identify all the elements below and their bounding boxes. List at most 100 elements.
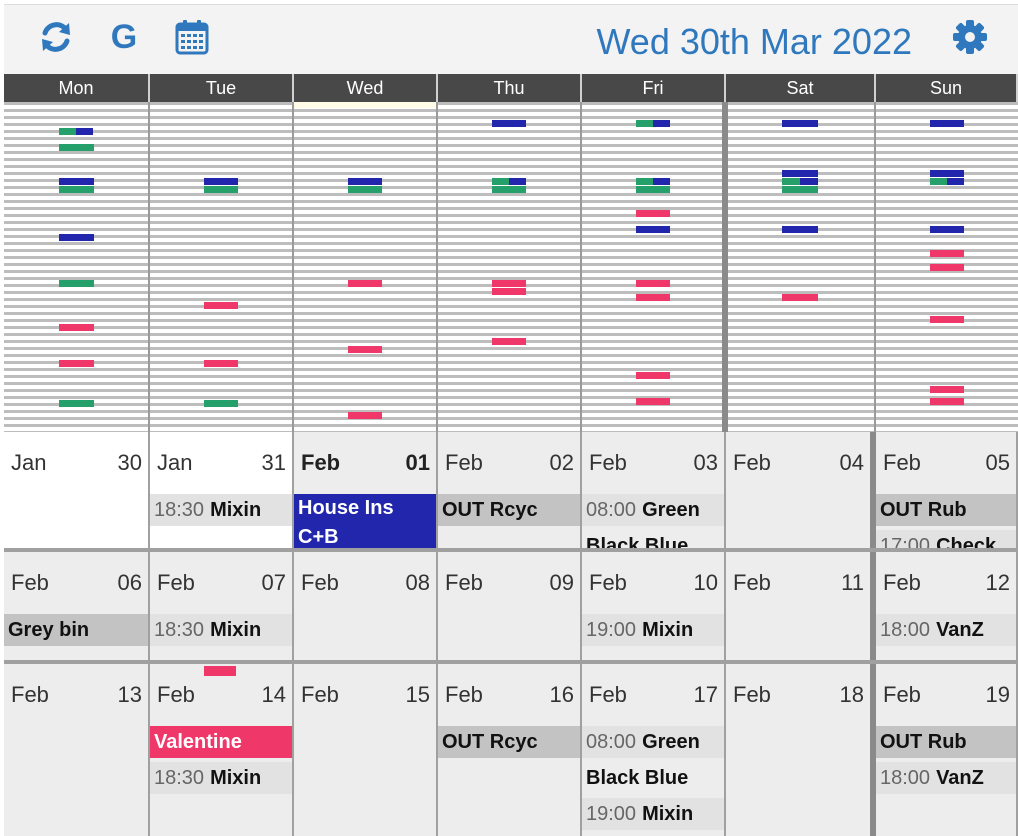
timeline-event-marker[interactable] [636, 294, 670, 301]
day-cell[interactable]: Feb 17 08:00 Green Black Blue 19:00 Mixin [582, 664, 726, 836]
calendar-event[interactable]: 18:00 VanZ [876, 762, 1016, 794]
day-cell[interactable]: Feb 08 [294, 552, 438, 660]
timeline-event-marker[interactable] [492, 120, 526, 127]
google-sync-button[interactable]: G [104, 17, 144, 57]
timeline-event-marker[interactable] [348, 280, 382, 287]
timeline-event-marker[interactable] [930, 170, 964, 177]
day-cell[interactable]: Feb 09 [438, 552, 582, 660]
timeline-event-marker[interactable] [59, 360, 94, 367]
timeline-event-marker[interactable] [800, 178, 818, 185]
day-cell[interactable]: Feb 02 OUT Rcyc [438, 432, 582, 548]
timeline-event-marker[interactable] [204, 360, 238, 367]
event-overflow-marker[interactable] [204, 666, 236, 676]
day-cell[interactable]: Feb 07 18:30 Mixin [150, 552, 294, 660]
timeline-event-marker[interactable] [492, 280, 526, 287]
timeline-event-marker[interactable] [59, 144, 94, 151]
day-cell[interactable]: Feb 06 Grey bin [4, 552, 150, 660]
timeline-event-marker[interactable] [930, 264, 964, 271]
timeline-event-marker[interactable] [509, 178, 526, 185]
calendar-event[interactable]: Black Blue [582, 762, 724, 794]
calendar-event[interactable]: OUT Rcyc [438, 494, 580, 526]
timeline-event-marker[interactable] [348, 186, 382, 193]
timeline-event-marker[interactable] [59, 178, 94, 185]
timeline-event-marker[interactable] [930, 226, 964, 233]
calendar-event[interactable]: 19:00 Mixin [582, 614, 724, 646]
day-cell[interactable]: Jan 30 [4, 432, 150, 548]
timeline-event-marker[interactable] [636, 120, 653, 127]
timeline-event-marker[interactable] [782, 178, 800, 185]
timeline-event-marker[interactable] [59, 400, 94, 407]
timeline-event-marker[interactable] [782, 294, 818, 301]
timeline-event-marker[interactable] [59, 186, 94, 193]
calendar-event[interactable]: House Ins C+B [294, 494, 436, 548]
timeline-event-marker[interactable] [348, 178, 382, 185]
calendar-event[interactable]: OUT Rcyc [438, 726, 580, 758]
timeline-event-marker[interactable] [59, 324, 94, 331]
timeline-event-marker[interactable] [348, 346, 382, 353]
timeline-event-marker[interactable] [782, 120, 818, 127]
timeline-event-marker[interactable] [204, 302, 238, 309]
calendar-event[interactable]: 18:00 VanZ [876, 614, 1016, 646]
timeline-event-marker[interactable] [204, 400, 238, 407]
calendar-event[interactable]: OUT Rub [876, 494, 1016, 526]
day-cell[interactable]: Feb 04 [726, 432, 876, 548]
refresh-icon[interactable] [36, 17, 76, 57]
day-cell[interactable]: Feb 14 Valentine 18:30 Mixin [150, 664, 294, 836]
timeline-event-marker[interactable] [930, 120, 964, 127]
calendar-event[interactable]: 19:00 Mixin [582, 798, 724, 830]
timeline-event-marker[interactable] [492, 288, 526, 295]
timeline-event-marker[interactable] [636, 280, 670, 287]
timeline-event-marker[interactable] [59, 128, 76, 135]
calendar-event[interactable]: OUT Rub [876, 726, 1016, 758]
calendar-event[interactable]: 17:00 Check [876, 530, 1016, 548]
day-cell[interactable]: Feb 18 [726, 664, 876, 836]
calendar-event[interactable]: Valentine [150, 726, 292, 758]
day-cell[interactable]: Feb 05 OUT Rub 17:00 Check [876, 432, 1018, 548]
day-cell[interactable]: Feb 13 [4, 664, 150, 836]
timeline-event-marker[interactable] [636, 186, 670, 193]
timeline-event-marker[interactable] [636, 398, 670, 405]
timeline-event-marker[interactable] [930, 398, 964, 405]
timeline-event-marker[interactable] [782, 186, 818, 193]
current-date-title[interactable]: Wed 30th Mar 2022 [596, 21, 912, 62]
timeline-event-marker[interactable] [782, 226, 818, 233]
timeline-event-marker[interactable] [930, 250, 964, 257]
timeline-event-marker[interactable] [204, 186, 238, 193]
timeline-event-marker[interactable] [492, 338, 526, 345]
timeline-event-marker[interactable] [59, 280, 94, 287]
timeline-event-marker[interactable] [636, 210, 670, 217]
timeline-event-marker[interactable] [59, 234, 94, 241]
calendar-event[interactable]: 08:00 Green [582, 494, 724, 526]
timeline-event-marker[interactable] [636, 372, 670, 379]
timeline-event-marker[interactable] [76, 128, 93, 135]
calendar-event[interactable]: 08:00 Green [582, 726, 724, 758]
day-cell[interactable]: Feb 10 19:00 Mixin [582, 552, 726, 660]
timeline-event-marker[interactable] [204, 178, 238, 185]
timeline-event-marker[interactable] [930, 386, 964, 393]
calendar-icon[interactable] [172, 17, 212, 57]
calendar-event[interactable]: 18:30 Mixin [150, 494, 292, 526]
calendar-event[interactable]: Black Blue [582, 530, 724, 548]
day-cell[interactable]: Feb 12 18:00 VanZ [876, 552, 1018, 660]
timeline-event-marker[interactable] [492, 186, 526, 193]
day-cell[interactable]: Feb 01 House Ins C+B [294, 432, 438, 548]
day-cell[interactable]: Feb 16 OUT Rcyc [438, 664, 582, 836]
calendar-event[interactable]: Grey bin [4, 614, 148, 646]
timeline-event-marker[interactable] [947, 178, 964, 185]
day-cell[interactable]: Feb 15 [294, 664, 438, 836]
calendar-event[interactable]: 18:30 Mixin [150, 762, 292, 794]
day-cell[interactable]: Feb 11 [726, 552, 876, 660]
calendar-event[interactable]: 18:30 Mixin [150, 614, 292, 646]
timeline-event-marker[interactable] [348, 412, 382, 419]
day-cell[interactable]: Feb 03 08:00 Green Black Blue [582, 432, 726, 548]
timeline-event-marker[interactable] [930, 316, 964, 323]
timeline-event-marker[interactable] [636, 226, 670, 233]
timeline-event-marker[interactable] [653, 120, 670, 127]
timeline-event-marker[interactable] [636, 178, 653, 185]
timeline-event-marker[interactable] [930, 178, 947, 185]
gear-icon[interactable] [950, 17, 990, 57]
day-cell[interactable]: Feb 19 OUT Rub 18:00 VanZ [876, 664, 1018, 836]
timeline-event-marker[interactable] [492, 178, 509, 185]
timeline-event-marker[interactable] [653, 178, 670, 185]
day-cell[interactable]: Jan 31 18:30 Mixin [150, 432, 294, 548]
